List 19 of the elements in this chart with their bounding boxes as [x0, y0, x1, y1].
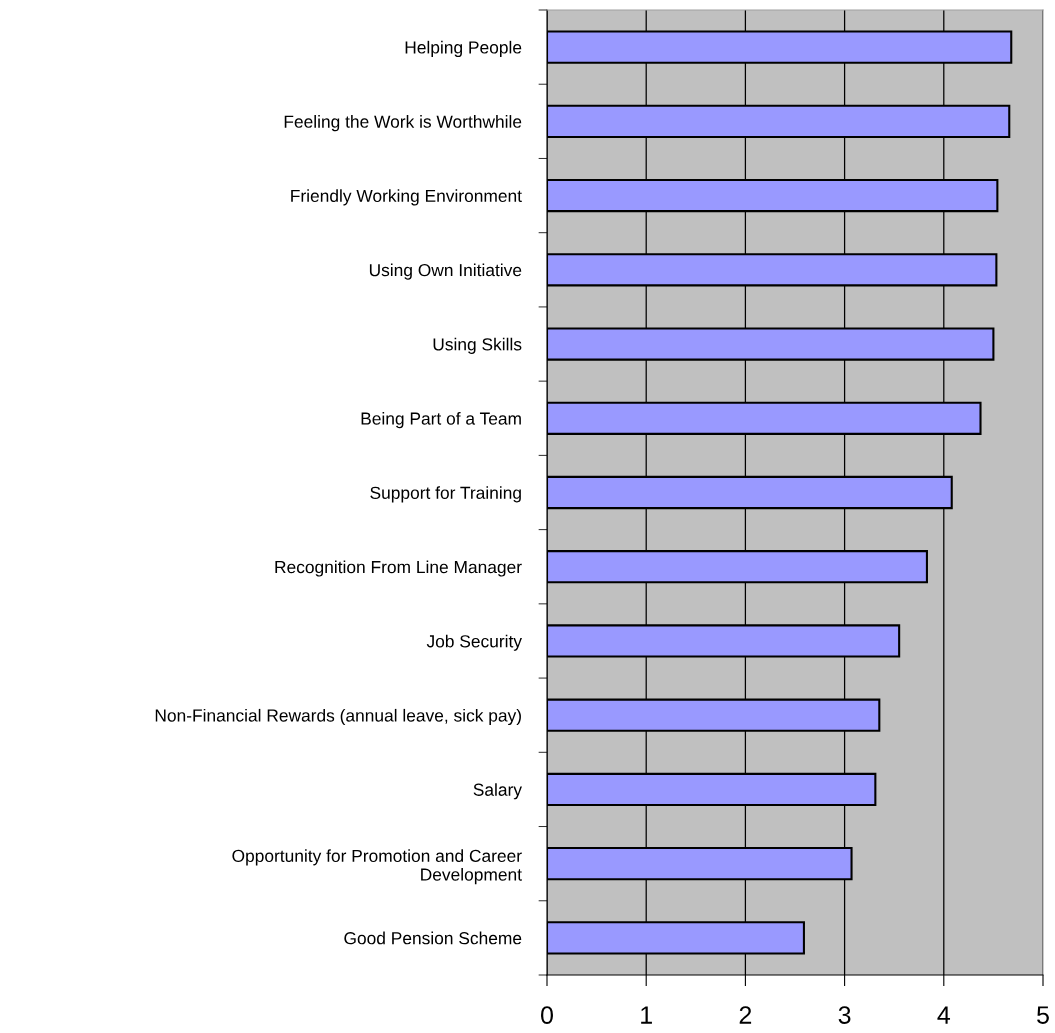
- y-tick-label: Helping People: [405, 40, 522, 58]
- y-tick-label: Support for Training: [370, 486, 521, 503]
- y-tick-label: Friendly Working Environment: [291, 189, 522, 206]
- y-tick-label: Recognition From Line Manager: [275, 560, 522, 577]
- y-tick-label: Using Own Initiative: [369, 263, 522, 280]
- x-tick-label: 4: [937, 1006, 951, 1024]
- y-tick-label: Using Skills: [433, 337, 522, 354]
- x-tick-label: 1: [641, 1006, 652, 1024]
- y-tick-label: Feeling the Work is Worthwhile: [284, 115, 522, 132]
- y-tick-label: Opportunity for Promotion and Career Development: [232, 849, 522, 885]
- x-tick-label: 2: [739, 1006, 752, 1024]
- x-tick-label: 0: [541, 1006, 553, 1024]
- y-tick-label: Being Part of a Team: [361, 411, 521, 429]
- y-tick-label: Non-Financial Rewards (annual leave, sick pay): [155, 708, 521, 726]
- y-tick-label: Job Security: [426, 634, 522, 651]
- y-tick-label: Salary: [473, 783, 522, 800]
- x-tick-label: 5: [1037, 1006, 1049, 1024]
- x-tick-label: 3: [838, 1006, 851, 1024]
- y-tick-label: Good Pension Scheme: [344, 931, 522, 945]
